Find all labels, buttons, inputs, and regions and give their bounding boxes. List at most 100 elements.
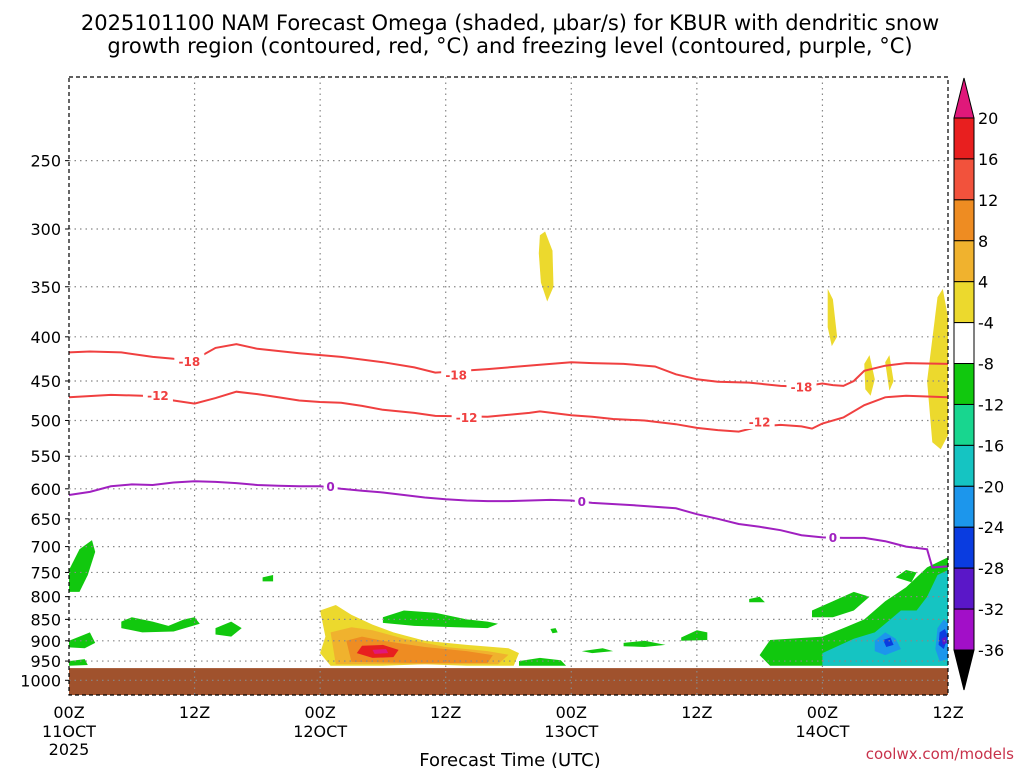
- y-tick-label: 700: [30, 538, 61, 557]
- omega-region-descent-right-blue: [883, 637, 894, 647]
- colorbar-label: -32: [978, 600, 1004, 619]
- colorbar-box: [953, 526, 975, 569]
- omega-region-upper-yellow-1: [538, 231, 554, 302]
- y-tick-label: 300: [30, 220, 61, 239]
- colorbar-label: 20: [978, 109, 998, 128]
- colorbar-label: 16: [978, 150, 998, 169]
- contour-label: 0: [578, 495, 586, 509]
- y-tick-label: 500: [30, 411, 61, 430]
- colorbar-label: -16: [978, 436, 1004, 455]
- colorbar-label: -36: [978, 641, 1004, 660]
- colorbar-box: [953, 403, 975, 446]
- y-tick-label: 350: [30, 278, 61, 297]
- chart-title-line2: growth region (contoured, red, °C) and f…: [107, 34, 912, 58]
- omega-region-descent-right-1: [681, 630, 708, 641]
- colorbar-label: -12: [978, 395, 1004, 414]
- colorbar-box: [953, 281, 975, 324]
- x-tick-label: 00Z: [556, 703, 587, 722]
- contour-label: -18: [791, 380, 813, 394]
- contour-label-bg: [574, 493, 589, 509]
- colorbar-bottom-cap: [953, 649, 975, 691]
- omega-region-descent-mid-4: [581, 648, 614, 654]
- x-tick-label: 00Z: [807, 703, 838, 722]
- omega-region-upper-yellow-3: [864, 355, 875, 396]
- colorbar-label: 12: [978, 191, 998, 210]
- grid-lines: [69, 77, 948, 695]
- x-tick-date: 14OCT: [795, 722, 849, 741]
- contour-label-bg: [142, 387, 173, 403]
- x-tick-label: 00Z: [304, 703, 335, 722]
- y-tick-label: 250: [30, 152, 61, 171]
- contour-label-bg: [174, 353, 205, 369]
- colorbar-label: 4: [978, 273, 988, 292]
- contour-label-bg: [323, 478, 338, 494]
- y-axis-pressure: 250 300 350 400 450 500 550 600 650 700 750 800 850 9…: [20, 152, 69, 690]
- omega-region-upper-yellow-2: [827, 288, 838, 347]
- contour-label: 0: [326, 480, 334, 494]
- contour-label: -18: [178, 355, 200, 369]
- contour-label: -12: [456, 411, 478, 425]
- colorbar-box: [953, 363, 975, 405]
- omega-region-descent-left-5: [215, 621, 242, 637]
- contour-label: -12: [749, 415, 771, 429]
- omega-region-descent-left-3: [69, 659, 88, 666]
- plot-frame: [68, 76, 949, 696]
- colorbar-box: [953, 322, 975, 365]
- y-tick-label: 1000: [20, 671, 61, 690]
- omega-region-descent-right-4: [812, 591, 870, 618]
- colorbar-label: -8: [978, 355, 994, 374]
- omega-region-descent-right-teal: [822, 570, 948, 666]
- contour-line-2: [68, 480, 949, 569]
- omega-colorbar: 20 16 12 8 4 -4 -8 -12 -16 -20 -24 -28 -32 -36: [953, 77, 1004, 691]
- x-tick-label: 12Z: [932, 703, 963, 722]
- contour-label: 0: [829, 531, 837, 545]
- omega-region-descent-right-2: [749, 596, 765, 603]
- y-tick-label: 650: [30, 510, 61, 529]
- y-tick-label: 900: [30, 632, 61, 651]
- x-tick-date: 12OCT: [293, 722, 347, 741]
- x-tick-label: 12Z: [430, 703, 461, 722]
- x-tick-year: 2025: [49, 740, 90, 759]
- contour-label-bg: [825, 529, 840, 545]
- ground-below-surface: [69, 668, 948, 695]
- omega-region-descent-left-4: [121, 617, 200, 633]
- y-tick-label: 750: [30, 563, 61, 582]
- y-tick-label: 450: [30, 372, 61, 391]
- contour-label-bg: [441, 367, 472, 383]
- chart-title-line1: 2025101100 NAM Forecast Omega (shaded, μ…: [81, 11, 939, 35]
- colorbar-top-cap: [953, 77, 975, 119]
- colorbar-label: -24: [978, 518, 1004, 537]
- contour-label: -18: [445, 369, 467, 383]
- colorbar-label: -20: [978, 477, 1004, 496]
- colorbar-box: [953, 444, 975, 487]
- colorbar-box: [953, 158, 975, 201]
- colorbar-box: [953, 240, 975, 283]
- omega-region-descent-left-1: [69, 540, 96, 592]
- contour-line-1: [68, 390, 949, 433]
- x-tick-date: 11OCT: [42, 722, 96, 741]
- colorbar-label: -4: [978, 314, 994, 333]
- y-tick-label: 800: [30, 588, 61, 607]
- omega-region-descent-mid-5: [623, 640, 666, 647]
- omega-region-upper-yellow-4: [885, 355, 894, 391]
- colorbar-label: 8: [978, 232, 988, 251]
- colorbar-box: [953, 117, 975, 160]
- colorbar-box: [953, 199, 975, 242]
- x-tick-label: 12Z: [681, 703, 712, 722]
- credit-text: coolwx.com/models: [866, 745, 1014, 763]
- y-tick-label: 600: [30, 480, 61, 499]
- omega-region-descent-right-5: [895, 570, 917, 583]
- y-tick-label: 850: [30, 610, 61, 629]
- colorbar-box: [953, 608, 975, 651]
- x-tick-label: 00Z: [53, 703, 84, 722]
- colorbar-box: [953, 485, 975, 528]
- y-tick-label: 400: [30, 328, 61, 347]
- y-tick-label: 550: [30, 447, 61, 466]
- contour-label-bg: [451, 409, 482, 425]
- temperature-contours: -18 -18 -18 -12 -12 -12 0 0 0: [68, 343, 949, 569]
- contour-label-bg: [744, 413, 775, 429]
- omega-region-ascent-core-day1e: [372, 649, 389, 654]
- contour-label: -12: [147, 389, 169, 403]
